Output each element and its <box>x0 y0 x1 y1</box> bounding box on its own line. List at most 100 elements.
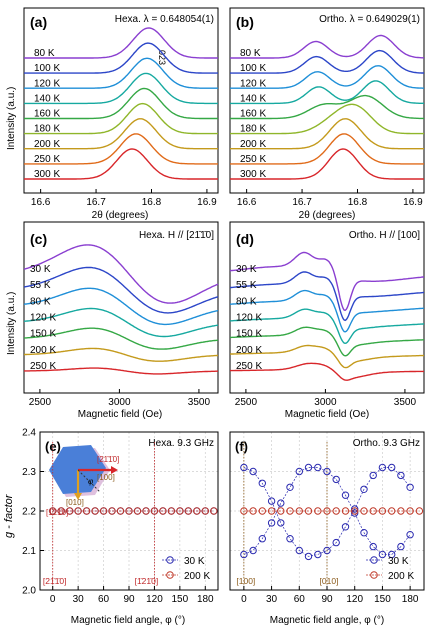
panel-a-ylabel: Intensity (a.u.) <box>6 87 17 150</box>
data-point <box>406 483 414 491</box>
data-point <box>286 483 294 491</box>
series-curve <box>23 244 219 304</box>
panel-e: (e) Hexa. 9.3 GHz g - factor Magnetic fi… <box>3 428 219 626</box>
series-curve <box>229 251 425 312</box>
data-point <box>341 507 350 515</box>
panel-b-frame <box>229 7 425 194</box>
data-point <box>277 507 285 515</box>
series-curve <box>229 308 424 345</box>
y-tick-label: 2.3 <box>22 467 36 478</box>
series-curve <box>24 87 218 120</box>
x-tick-label: 90 <box>123 594 135 605</box>
panel-f-legend: 30 K 200 K <box>366 556 414 582</box>
data-point <box>314 507 322 515</box>
y-tick-label: 2.2 <box>22 507 36 518</box>
series-curve <box>24 102 218 135</box>
data-point <box>314 550 322 559</box>
panel-e-ylabel: g - factor <box>3 493 15 538</box>
data-point <box>332 538 340 547</box>
panel-f-ticks: 0 30 60 90 120 150 180 <box>241 586 419 605</box>
series-curve <box>24 148 218 180</box>
series-curve <box>230 118 424 150</box>
series-curve <box>229 344 425 369</box>
panel-b-series-labels: 80 K 100 K 120 K 140 K 160 K 180 K 200 K 250 K 3… <box>240 48 266 180</box>
series-label: 55 K <box>236 280 257 291</box>
data-point <box>258 507 266 515</box>
series-label: 160 K <box>34 109 60 120</box>
series-label: 120 K <box>240 78 266 89</box>
data-point <box>388 463 396 472</box>
series-label: 200 K <box>236 345 262 356</box>
data-point <box>184 507 193 515</box>
data-point <box>99 507 108 515</box>
x-tick-label: 30 <box>73 594 85 605</box>
series-label: 200 K <box>34 139 60 150</box>
series-curve <box>230 103 424 135</box>
series-curve <box>230 362 424 381</box>
panel-d-series-labels: 30 K 55 K 80 K 120 K 150 K 200 K 250 K <box>236 264 262 372</box>
legend-200k-marker <box>166 571 174 579</box>
data-point <box>332 507 340 515</box>
series-curve <box>230 34 425 59</box>
series-label: 250 K <box>30 361 56 372</box>
panel-e-points <box>49 507 218 515</box>
panel-d-xlabel: Magnetic field (Oe) <box>285 409 369 420</box>
x-tick-label: 16.7 <box>292 197 312 208</box>
data-point <box>258 479 266 487</box>
series-curve <box>24 27 218 59</box>
y-tick-label: 2.4 <box>22 428 36 439</box>
panel-a: (a) Hexa. λ = 0.648054(1) 023 Intensity … <box>6 7 219 221</box>
data-point <box>193 507 201 515</box>
series-curve <box>24 57 218 89</box>
series-label: 30 K <box>236 264 257 275</box>
data-point <box>360 485 368 493</box>
data-point <box>49 507 57 515</box>
series-label: 55 K <box>30 280 51 291</box>
x-tick-label: 16.6 <box>31 197 51 208</box>
x-tick-label: 16.6 <box>237 197 257 208</box>
series-curve <box>230 326 424 357</box>
data-point <box>82 507 91 515</box>
panel-a-note: Hexa. λ = 0.648054(1) <box>115 14 214 25</box>
x-tick-label: 16.7 <box>86 197 106 208</box>
series-label: 300 K <box>240 169 266 180</box>
data-point <box>378 463 387 472</box>
panel-a-curves <box>24 27 218 180</box>
panel-f-note: Ortho. 9.3 GHz <box>353 438 420 449</box>
x-tick-label: 30 <box>266 594 278 605</box>
panel-d-ticks: 2500 3000 3500 <box>235 389 416 408</box>
data-point <box>323 546 331 555</box>
data-point <box>406 531 414 539</box>
data-point <box>351 507 359 515</box>
x-tick-label: 180 <box>197 594 214 605</box>
series-label: 120 K <box>34 78 60 89</box>
series-label: 180 K <box>34 124 60 135</box>
data-point <box>267 497 276 505</box>
data-point <box>378 550 387 559</box>
panel-e-xlabel: Magnetic field angle, φ (°) <box>71 615 185 626</box>
panel-f-xlabel: Magnetic field angle, φ (°) <box>270 615 384 626</box>
series-curve <box>229 271 425 322</box>
data-point <box>304 463 313 472</box>
hexagon-crystal <box>49 445 106 494</box>
data-point <box>360 507 368 515</box>
series-label: 200 K <box>240 139 266 150</box>
data-point <box>277 519 285 527</box>
series-line <box>243 467 411 555</box>
series-label: 120 K <box>236 313 262 324</box>
data-point <box>249 507 257 515</box>
series-curve <box>23 266 219 314</box>
series-label: 140 K <box>240 93 266 104</box>
series-label: 150 K <box>236 329 262 340</box>
inset-label-100: [100] <box>97 473 115 482</box>
panel-f-points <box>240 463 424 561</box>
data-point <box>176 507 184 515</box>
data-point <box>277 499 285 507</box>
x-tick-label: 0 <box>50 594 56 605</box>
series-label: 120 K <box>30 313 56 324</box>
data-point <box>240 550 248 559</box>
data-point <box>388 550 396 559</box>
panel-f: (f) Ortho. 9.3 GHz Magnetic field angle,… <box>229 431 425 626</box>
series-label: 250 K <box>34 154 60 165</box>
